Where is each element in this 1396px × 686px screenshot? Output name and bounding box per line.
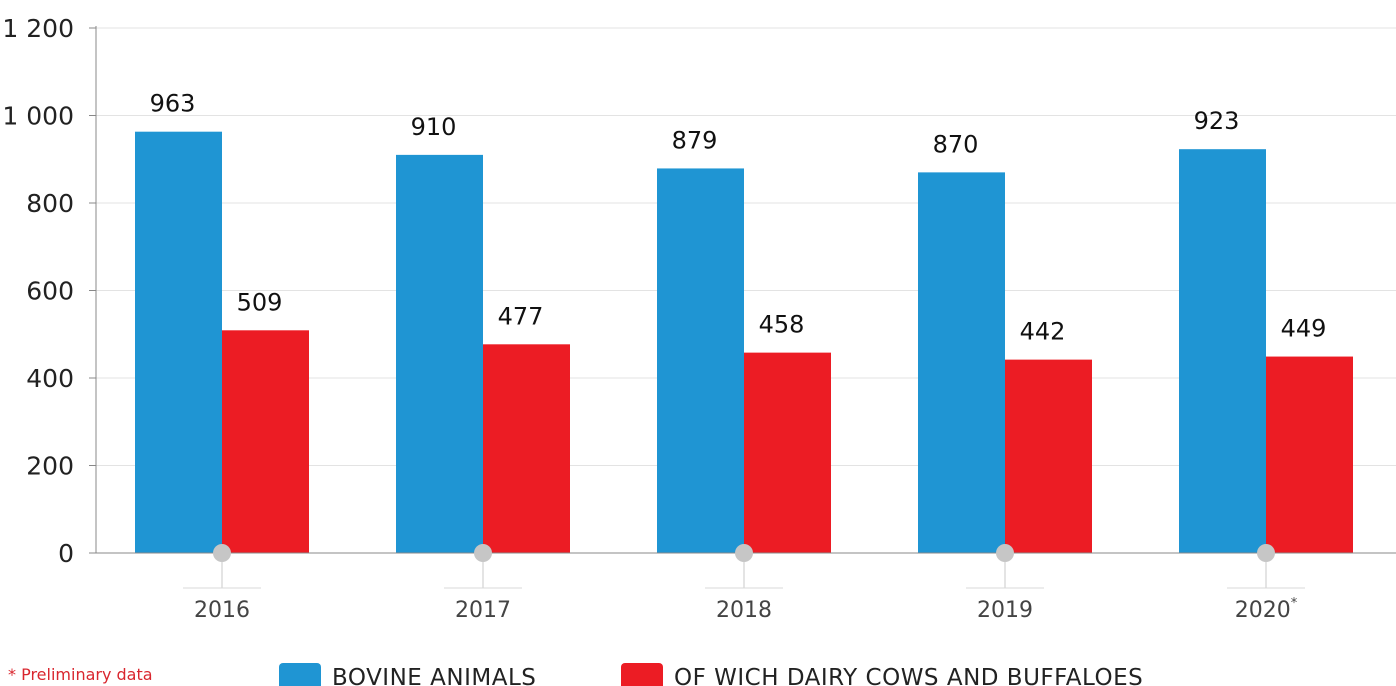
y-axis: 0 200 400 600 800 1 000 1 200 — [2, 14, 97, 568]
data-label-bovine-2020: 923 — [1194, 107, 1240, 135]
x-axis: 2016 2017 2018 2019 2020* — [96, 544, 1396, 623]
x-tick-dot — [996, 544, 1014, 562]
legend: BOVINE ANIMALS OF WICH DAIRY COWS AND BU… — [279, 663, 1143, 686]
bar-dairy-2017 — [483, 344, 570, 553]
footnote: * Preliminary data — [8, 665, 153, 684]
data-label-dairy-2018: 458 — [759, 311, 805, 339]
data-label-dairy-2017: 477 — [498, 302, 544, 330]
bar-bovine-2018 — [657, 168, 744, 553]
y-tick-label: 1 200 — [2, 14, 74, 43]
x-tick-label-2019: 2019 — [977, 598, 1033, 623]
bar-bovine-2020 — [1179, 149, 1266, 553]
y-tick-label: 0 — [58, 539, 74, 568]
data-label-dairy-2019: 442 — [1020, 318, 1066, 346]
bar-dairy-2018 — [744, 352, 831, 553]
legend-swatch-bovine — [279, 663, 321, 686]
bar-dairy-2020 — [1266, 356, 1353, 553]
data-label-bovine-2017: 910 — [411, 113, 457, 141]
x-tick-label-2017: 2017 — [455, 598, 511, 623]
x-tick-label-2016: 2016 — [194, 598, 250, 623]
x-tick-dot — [474, 544, 492, 562]
y-tick-label: 800 — [26, 189, 74, 218]
x-tick-label-2018: 2018 — [716, 598, 772, 623]
legend-swatch-dairy — [621, 663, 663, 686]
y-tick-label: 200 — [26, 452, 74, 481]
bars — [135, 131, 1353, 553]
x-tick-dot — [213, 544, 231, 562]
x-tick-dot — [735, 544, 753, 562]
data-label-bovine-2019: 870 — [933, 130, 979, 158]
bar-dairy-2016 — [222, 330, 309, 553]
bar-bovine-2019 — [918, 172, 1005, 553]
data-label-bovine-2016: 963 — [150, 90, 196, 118]
x-tick-dot — [1257, 544, 1275, 562]
bar-bovine-2016 — [135, 131, 222, 553]
bar-dairy-2019 — [1005, 359, 1092, 553]
data-label-bovine-2018: 879 — [672, 126, 718, 154]
y-tick-label: 600 — [26, 277, 74, 306]
y-tick-label: 400 — [26, 364, 74, 393]
legend-label-dairy: OF WICH DAIRY COWS AND BUFFALOES — [674, 665, 1143, 686]
y-tick-label: 1 000 — [2, 102, 74, 131]
x-tick-footnote-mark: * — [1291, 596, 1298, 611]
data-label-dairy-2016: 509 — [237, 288, 283, 316]
x-tick-label-2020: 2020* — [1235, 596, 1298, 623]
legend-label-bovine: BOVINE ANIMALS — [332, 665, 536, 686]
bar-bovine-2017 — [396, 154, 483, 553]
data-labels: 963 509 910 477 879 458 870 442 923 449 — [150, 90, 1327, 346]
data-label-dairy-2020: 449 — [1281, 315, 1327, 343]
